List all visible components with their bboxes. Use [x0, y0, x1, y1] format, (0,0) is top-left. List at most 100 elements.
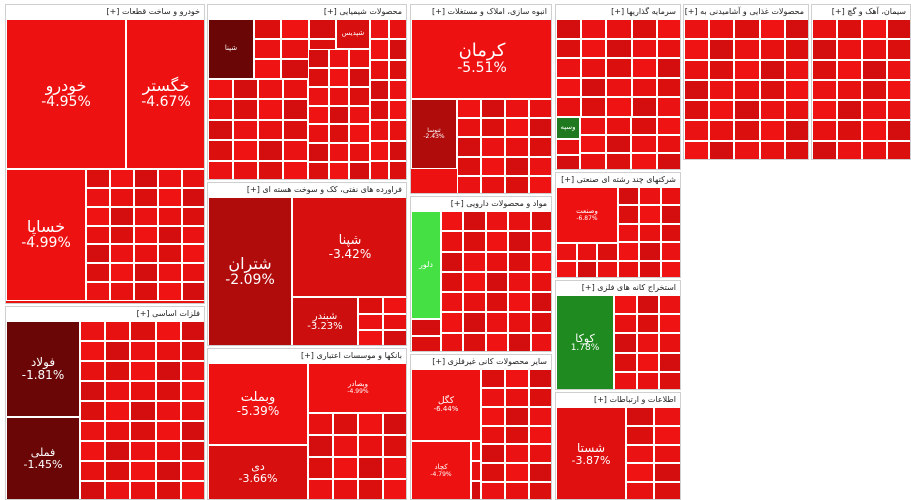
minor-stock-tile[interactable] [233, 160, 258, 179]
stock-tile[interactable]: وبملت -5.39% [208, 363, 308, 445]
minor-stock-tile[interactable] [660, 205, 680, 224]
minor-stock-tile[interactable] [281, 19, 309, 39]
minor-stock-tile[interactable] [110, 263, 134, 283]
stock-tile[interactable]: شتران -2.09% [208, 197, 292, 345]
minor-stock-tile[interactable] [618, 260, 640, 277]
minor-stock-tile[interactable] [389, 160, 406, 179]
minor-stock-tile[interactable] [837, 100, 862, 121]
minor-stock-tile[interactable] [481, 482, 505, 499]
minor-stock-tile[interactable] [626, 444, 654, 464]
minor-stock-tile[interactable] [654, 482, 680, 499]
sector-panel[interactable]: محصولات غذایی و آشامیدنی به [+] [683, 4, 809, 160]
minor-stock-tile[interactable] [887, 140, 910, 159]
minor-stock-tile[interactable] [283, 119, 308, 141]
minor-stock-tile[interactable] [481, 99, 505, 119]
sector-panel[interactable]: سرمایه گذاریها [+] وسپه [555, 4, 681, 170]
sector-title[interactable]: فلزات اساسی [+] [6, 307, 204, 321]
minor-stock-tile[interactable] [308, 413, 333, 435]
minor-stock-tile[interactable] [631, 19, 657, 39]
minor-stock-tile[interactable] [158, 206, 182, 226]
minor-stock-tile[interactable] [837, 39, 862, 60]
minor-stock-tile[interactable] [530, 312, 551, 333]
minor-stock-tile[interactable] [134, 244, 158, 264]
minor-stock-tile[interactable] [180, 321, 204, 341]
minor-stock-tile[interactable] [308, 49, 329, 68]
minor-stock-tile[interactable] [606, 38, 632, 59]
minor-stock-tile[interactable] [457, 99, 481, 119]
minor-stock-tile[interactable] [505, 175, 529, 193]
minor-stock-tile[interactable] [659, 314, 680, 334]
minor-stock-tile[interactable] [614, 333, 637, 353]
minor-stock-tile[interactable] [130, 341, 156, 361]
minor-stock-tile[interactable] [481, 425, 505, 445]
minor-stock-tile[interactable] [656, 135, 680, 153]
minor-stock-tile[interactable] [530, 211, 551, 232]
sector-title[interactable]: سایر محصولات کانی غیرفلزی [+] [411, 355, 551, 369]
sector-panel[interactable]: فراورده های نفتی، کک و سوخت هسته ای [+] ش… [207, 182, 407, 346]
minor-stock-tile[interactable] [283, 160, 308, 179]
minor-stock-tile[interactable] [258, 119, 283, 141]
minor-stock-tile[interactable] [130, 441, 156, 461]
minor-stock-tile[interactable] [659, 333, 680, 353]
minor-stock-tile[interactable] [328, 49, 350, 68]
sector-panel[interactable]: محصولات شیمیایی [+] شپنا شپدیس [207, 4, 407, 180]
minor-stock-tile[interactable] [639, 187, 661, 206]
minor-stock-tile[interactable] [556, 155, 580, 169]
minor-stock-tile[interactable] [349, 162, 370, 179]
minor-stock-tile[interactable] [631, 77, 657, 98]
minor-stock-tile[interactable] [812, 79, 837, 101]
minor-stock-tile[interactable] [349, 124, 370, 144]
minor-stock-tile[interactable] [333, 413, 358, 435]
minor-stock-tile[interactable] [105, 381, 131, 401]
minor-stock-tile[interactable] [328, 105, 350, 125]
minor-stock-tile[interactable] [684, 39, 710, 60]
minor-stock-tile[interactable] [862, 79, 887, 101]
minor-stock-tile[interactable] [626, 463, 654, 483]
minor-stock-tile[interactable] [556, 243, 577, 261]
stock-tile[interactable]: شبندر -3.23% [292, 297, 358, 345]
minor-stock-tile[interactable] [130, 481, 156, 499]
minor-stock-tile[interactable] [508, 231, 531, 252]
minor-stock-tile[interactable] [134, 187, 158, 207]
minor-stock-tile[interactable] [784, 100, 808, 121]
minor-stock-tile[interactable] [759, 100, 785, 121]
minor-stock-tile[interactable] [182, 187, 204, 207]
sector-title[interactable]: محصولات شیمیایی [+] [208, 5, 406, 19]
minor-stock-tile[interactable] [328, 67, 350, 87]
minor-stock-tile[interactable] [656, 58, 680, 78]
minor-stock-tile[interactable] [110, 187, 134, 207]
minor-stock-tile[interactable] [130, 381, 156, 401]
minor-stock-tile[interactable] [759, 19, 785, 40]
minor-stock-tile[interactable] [358, 413, 383, 435]
minor-stock-tile[interactable] [180, 441, 204, 461]
minor-stock-tile[interactable] [581, 58, 607, 78]
minor-stock-tile[interactable] [656, 19, 680, 39]
minor-stock-tile[interactable] [158, 244, 182, 264]
minor-stock-tile[interactable] [618, 242, 640, 261]
minor-stock-tile[interactable] [457, 156, 481, 176]
minor-stock-tile[interactable] [389, 140, 406, 161]
sector-panel[interactable]: شرکتهای چند رشته ای صنعتی [+] وصنعت -6.87% [555, 172, 681, 278]
minor-stock-tile[interactable] [110, 282, 134, 301]
stock-tile[interactable]: شستا -3.87% [556, 407, 626, 499]
minor-stock-tile[interactable] [258, 99, 283, 120]
minor-stock-tile[interactable] [529, 369, 551, 388]
minor-stock-tile[interactable] [784, 140, 808, 159]
minor-stock-tile[interactable] [110, 206, 134, 226]
minor-stock-tile[interactable] [182, 282, 204, 301]
minor-stock-tile[interactable] [358, 435, 383, 457]
minor-stock-tile[interactable] [463, 332, 486, 351]
minor-stock-tile[interactable] [656, 77, 680, 98]
minor-stock-tile[interactable] [837, 59, 862, 80]
minor-stock-tile[interactable] [529, 175, 551, 193]
minor-stock-tile[interactable] [639, 223, 661, 243]
minor-stock-tile[interactable] [328, 143, 350, 163]
minor-stock-tile[interactable] [784, 59, 808, 80]
minor-stock-tile[interactable] [180, 381, 204, 401]
minor-stock-tile[interactable] [684, 140, 710, 159]
minor-stock-tile[interactable] [485, 251, 509, 272]
minor-stock-tile[interactable] [887, 39, 910, 60]
minor-stock-tile[interactable] [887, 79, 910, 101]
minor-stock-tile[interactable] [180, 461, 204, 481]
minor-stock-tile[interactable] [134, 206, 158, 226]
